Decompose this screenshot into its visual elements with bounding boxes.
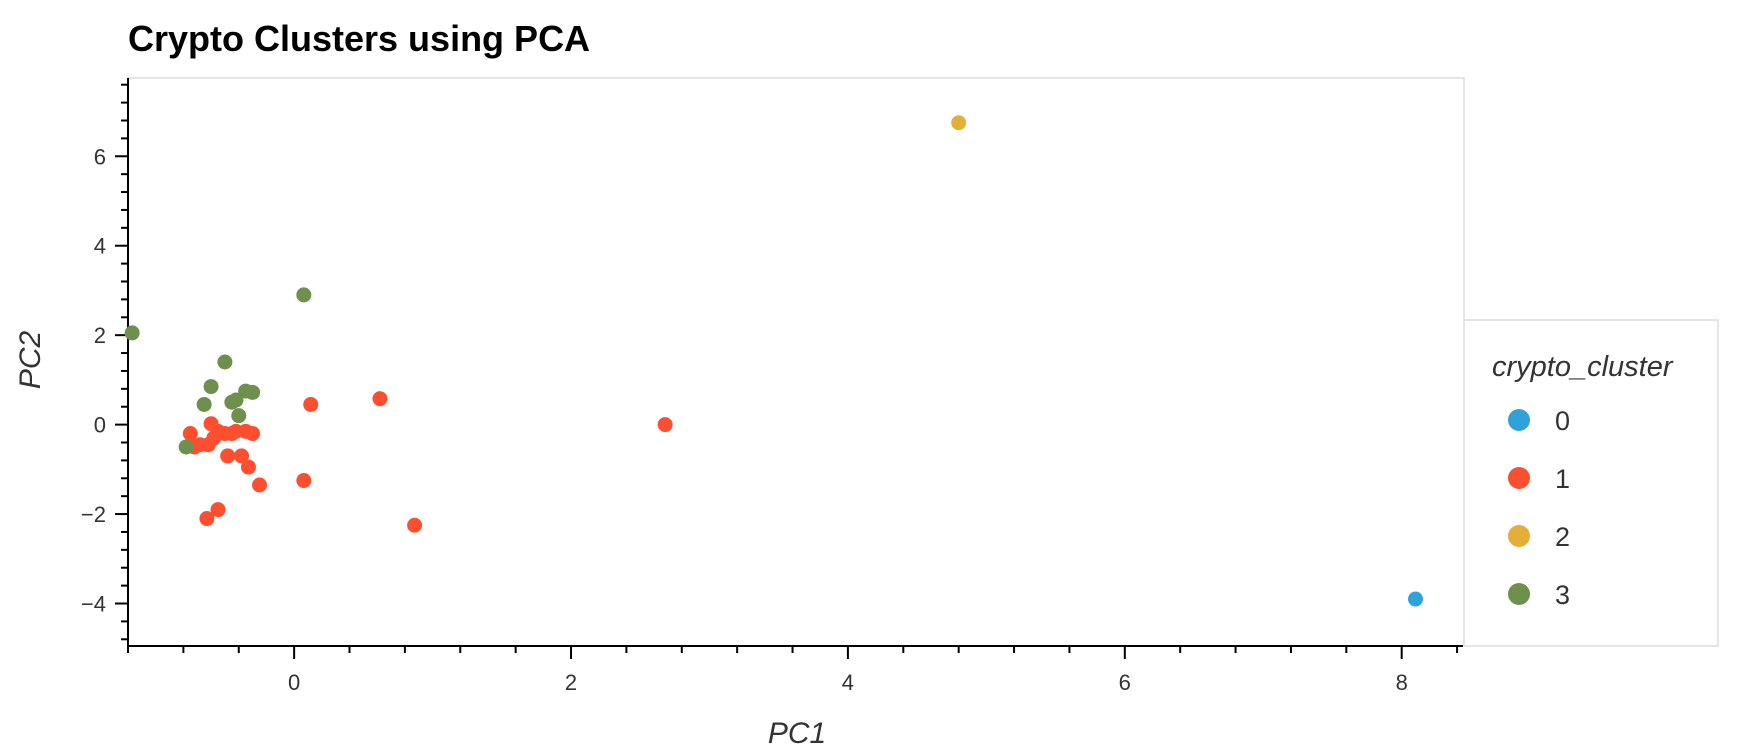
legend-marker-3 xyxy=(1508,583,1530,605)
x-tick-label: 4 xyxy=(842,670,854,695)
cluster-1-point xyxy=(252,477,268,493)
cluster-1-point xyxy=(657,417,673,433)
cluster-1-point xyxy=(240,459,256,475)
cluster-2-point xyxy=(951,115,967,131)
tick-marks: 0 2 4 6 8 −4 −2 0 2 4 6 xyxy=(81,83,1459,695)
cluster-1-point xyxy=(182,426,198,442)
y-axis-label: PC2 xyxy=(14,331,47,390)
y-tick-label: 0 xyxy=(94,413,106,438)
legend-label-2: 2 xyxy=(1555,522,1570,552)
x-axis-label: PC1 xyxy=(768,717,826,750)
x-tick-label: 6 xyxy=(1119,670,1131,695)
cluster-1-point xyxy=(245,426,261,442)
legend-title: crypto_cluster xyxy=(1492,351,1674,383)
cluster-1-point xyxy=(407,517,423,533)
x-tick-label: 0 xyxy=(288,670,300,695)
legend-items: 0 1 2 3 xyxy=(1508,406,1570,610)
y-tick-label: −4 xyxy=(81,592,106,617)
y-tick-label: 2 xyxy=(94,323,106,348)
y-tick-label: 6 xyxy=(94,144,106,169)
legend-marker-1 xyxy=(1508,467,1530,489)
cluster-1-point xyxy=(296,473,312,489)
cluster-3-point xyxy=(228,392,244,408)
legend-label-3: 3 xyxy=(1555,580,1570,610)
cluster-3-point xyxy=(217,354,233,370)
cluster-1-point xyxy=(372,391,388,407)
x-tick-label: 8 xyxy=(1396,670,1408,695)
cluster-3-point xyxy=(196,396,212,412)
legend-label-0: 0 xyxy=(1555,406,1570,436)
legend-marker-0 xyxy=(1508,409,1530,431)
plot-area-frame xyxy=(127,77,1465,647)
cluster-0-point xyxy=(1408,591,1424,607)
legend-label-1: 1 xyxy=(1555,464,1570,494)
cluster-1-point xyxy=(234,448,250,464)
x-tick-label: 2 xyxy=(565,670,577,695)
legend[interactable]: crypto_cluster 0 1 2 3 xyxy=(1463,319,1719,647)
legend-frame xyxy=(1463,319,1719,647)
cluster-1-point xyxy=(303,396,319,412)
cluster-1-point xyxy=(199,511,215,527)
cluster-3-point xyxy=(245,384,261,400)
legend-marker-2 xyxy=(1508,525,1530,547)
y-tick-label: −2 xyxy=(81,502,106,527)
cluster-3-point xyxy=(296,287,312,303)
cluster-3-point xyxy=(124,325,140,341)
chart-title: Crypto Clusters using PCA xyxy=(128,18,591,59)
y-tick-label: 4 xyxy=(94,234,106,259)
cluster-1-point xyxy=(220,448,236,464)
axes xyxy=(127,78,1464,647)
cluster-3-point xyxy=(231,408,247,424)
data-points xyxy=(124,115,1424,607)
cluster-3-point xyxy=(178,439,194,455)
cluster-3-point xyxy=(203,379,219,395)
cluster-1-point xyxy=(210,502,226,518)
